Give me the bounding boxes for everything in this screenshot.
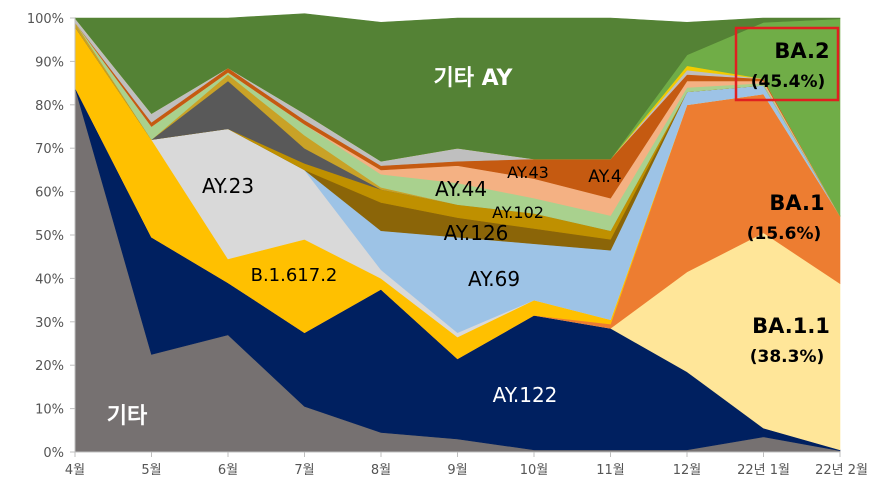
label-ay: 기타 AY [434, 66, 514, 91]
x-tick-label: 22년 2월 [815, 463, 868, 478]
label-ba-2: BA.2 [774, 39, 829, 63]
label-ay-69: AY.69 [468, 267, 520, 291]
label-ba-1: BA.1 [769, 191, 824, 215]
axis-layer: 0% 10% 20% 30% 40% 50% 60% 70% 80% 90% 100% 4월 5월 6월 7… [27, 12, 868, 478]
x-tick-label: 9월 [447, 463, 467, 478]
x-tick-label: 5월 [141, 463, 161, 478]
label-ay-102: AY.102 [492, 203, 544, 222]
y-tick-label: 30% [35, 316, 64, 331]
y-tick-label: 40% [35, 272, 64, 287]
label-ay-44: AY.44 [435, 177, 487, 201]
label-45-4: (45.4%) [751, 72, 826, 92]
label-ay-126: AY.126 [444, 221, 509, 245]
y-tick-label: 20% [35, 359, 64, 374]
x-tick-label: 11월 [596, 463, 625, 478]
x-tick-label: 4월 [65, 463, 85, 478]
label-ay-43: AY.43 [507, 163, 549, 182]
y-tick-label: 50% [35, 229, 64, 244]
y-tick-label: 80% [35, 99, 64, 114]
label-ay-122: AY.122 [493, 383, 558, 407]
label-ay-23: AY.23 [202, 174, 254, 198]
y-tick-label: 10% [35, 403, 64, 418]
label-ay-4: AY.4 [588, 167, 621, 187]
label-38-3: (38.3%) [750, 347, 825, 367]
area-layer [74, 13, 841, 453]
label-15-6: (15.6%) [747, 224, 822, 244]
x-tick-label: 7월 [294, 463, 314, 478]
label-ba-1-1: BA.1.1 [752, 314, 830, 338]
y-tick-label: 90% [35, 55, 64, 70]
x-tick-label: 10월 [520, 463, 549, 478]
y-tick-label: 0% [43, 446, 64, 461]
x-tick-label: 12월 [673, 463, 702, 478]
highlight-box [734, 26, 840, 102]
x-tick-label: 22년 1월 [737, 463, 790, 478]
x-tick-label: 8월 [371, 463, 391, 478]
label-other: 기타 [107, 404, 148, 429]
y-tick-label: 100% [27, 12, 64, 27]
label-b-1-617-2: B.1.617.2 [251, 265, 338, 286]
y-tick-label: 70% [35, 142, 64, 157]
y-tick-label: 60% [35, 186, 64, 201]
area-ay [74, 13, 841, 162]
x-tick-label: 6월 [218, 463, 238, 478]
